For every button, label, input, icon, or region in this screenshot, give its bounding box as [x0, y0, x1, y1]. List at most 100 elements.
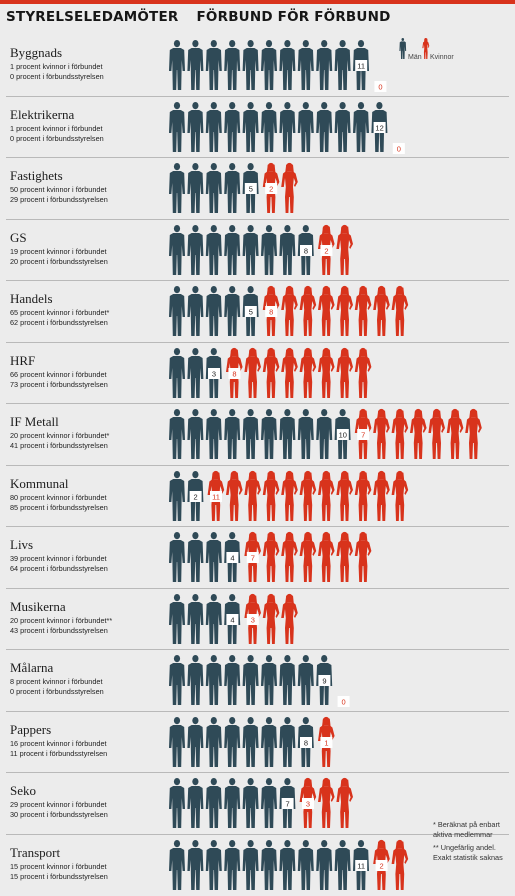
men-count-box: 10 [336, 429, 349, 440]
row-separator [6, 341, 509, 343]
woman-figure [299, 470, 317, 521]
men-count: 4 [230, 554, 234, 563]
man-figure [279, 101, 296, 152]
man-figure [224, 409, 241, 459]
woman-figure [318, 777, 335, 828]
woman-figure [262, 347, 280, 398]
man-figure [187, 40, 204, 90]
woman-figure [281, 285, 298, 336]
man-figure [205, 286, 222, 336]
men-count-box: 11 [355, 60, 368, 71]
women-count: 7 [251, 554, 255, 563]
union-row: Handels 65 procent kvinnor i förbundet* 62… [0, 280, 515, 342]
union-row: IF Metall 20 procent kvinnor i förbundet*… [0, 403, 515, 465]
man-figure [187, 655, 204, 705]
figures: 11 2 [169, 839, 409, 890]
women-count-box: 8 [228, 367, 241, 379]
members-share: 50 procent kvinnor i förbundet [10, 185, 107, 194]
men-count-box: 9 [318, 675, 331, 686]
man-figure [187, 347, 204, 398]
man-figure [187, 163, 204, 213]
woman-figure [446, 408, 464, 459]
man-figure [261, 40, 277, 90]
women-count: 2 [380, 861, 384, 870]
woman-figure [336, 285, 353, 336]
title-sub: FÖRBUND FÖR FÖRBUND [196, 9, 391, 25]
man-figure [205, 716, 222, 767]
man-figure [169, 778, 185, 828]
board-share: 62 procent i förbundsstyrelsen [10, 318, 108, 327]
members-share: 1 procent kvinnor i förbundet [10, 123, 103, 133]
men-count: 12 [375, 123, 383, 132]
top-accent-bar [0, 0, 515, 4]
man-figure [169, 593, 185, 644]
man-figure [279, 224, 296, 275]
women-count-box: 2 [265, 183, 278, 194]
union-row: Elektrikerna 1 procent kvinnor i förbunde… [0, 95, 515, 158]
man-figure [224, 40, 241, 90]
woman-figure [354, 470, 372, 521]
footnote-2-line2: Exakt statistik saknas [433, 852, 503, 862]
union-name: Byggnads [10, 45, 62, 60]
woman-figure [281, 593, 298, 644]
figures: 11 0 [169, 40, 387, 92]
man-figure [187, 101, 204, 152]
woman-figure [391, 839, 409, 890]
woman-figure [391, 470, 409, 521]
members-share: 8 procent kvinnor i förbundet [10, 677, 103, 686]
man-figure [261, 839, 277, 890]
man-figure [187, 716, 204, 767]
union-row: GS 19 procent kvinnor i förbundet 20 proce… [0, 218, 515, 281]
man-figure [187, 778, 204, 828]
union-name: GS [10, 229, 27, 245]
woman-figure [373, 408, 390, 459]
women-count: 8 [269, 308, 273, 317]
women-count: 7 [361, 431, 365, 440]
man-figure [279, 655, 296, 705]
man-figure [169, 839, 185, 890]
women-count: 1 [324, 738, 328, 747]
men-count-box: 5 [244, 306, 257, 317]
row-separator [6, 280, 509, 281]
woman-figure [336, 470, 353, 521]
woman-figure [373, 470, 390, 521]
union-row: Byggnads 1 procent kvinnor i förbundet 0 p… [0, 34, 515, 96]
members-share: 20 procent kvinnor i förbundet* [10, 431, 110, 440]
board-share: 0 procent i förbundsstyrelsen [10, 687, 104, 696]
members-share: 80 procent kvinnor i förbundet [10, 492, 107, 502]
man-figure [169, 532, 185, 582]
man-figure [242, 839, 259, 890]
woman-figure [244, 470, 261, 521]
woman-figure [318, 470, 335, 521]
board-share: 73 procent i förbundsstyrelsen [10, 379, 108, 389]
figures: 2 11 [169, 470, 409, 521]
row-separator [6, 587, 509, 589]
union-row: Fastighets 50 procent kvinnor i förbundet… [0, 157, 515, 219]
union-row: HRF 66 procent kvinnor i förbundet 73 proc… [0, 341, 515, 404]
board-share: 43 procent i förbundsstyrelsen [10, 625, 108, 635]
man-figure [334, 101, 351, 152]
union-row: Transport 15 procent kvinnor i förbundet 1… [0, 833, 515, 896]
women-count-box: 7 [357, 429, 370, 440]
man-figure [205, 163, 222, 213]
woman-figure [336, 224, 353, 275]
union-name: Livs [10, 537, 34, 552]
board-share: 0 procent i förbundsstyrelsen [10, 133, 104, 143]
title-main: STYRELSELEDAMÖTER [6, 9, 179, 25]
woman-figure [299, 531, 317, 582]
woman-figure [336, 777, 353, 828]
man-figure [297, 40, 314, 90]
union-name: Kommunal [10, 475, 69, 491]
woman-figure [336, 347, 353, 398]
man-figure [316, 409, 333, 459]
union-row: Musikerna 20 procent kvinnor i förbundet*… [0, 587, 515, 650]
man-figure [353, 101, 369, 152]
union-name: Fastighets [10, 168, 63, 183]
members-share: 39 procent kvinnor i förbundet [10, 554, 107, 563]
man-figure [261, 101, 277, 152]
man-figure [242, 778, 259, 828]
